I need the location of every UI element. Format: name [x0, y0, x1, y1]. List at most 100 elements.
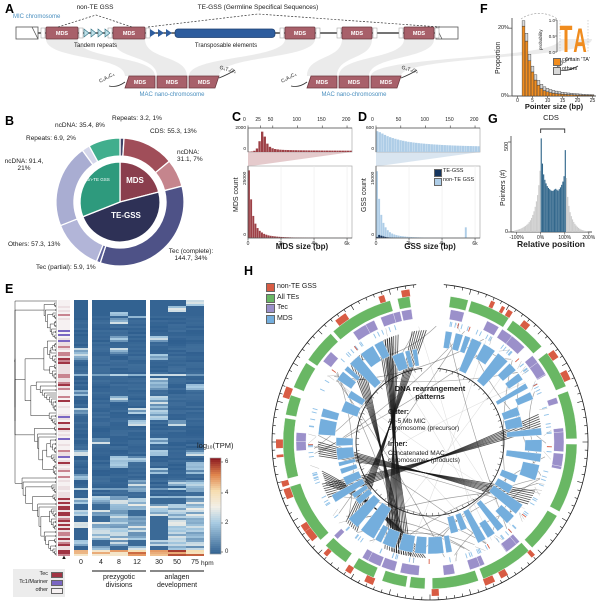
heatmap-cell	[128, 504, 146, 506]
heatmap-cell	[168, 484, 186, 486]
heatmap-cell	[168, 480, 186, 482]
heatmap-cell	[92, 468, 110, 470]
heatmap-cell	[110, 362, 128, 364]
histogram-bar	[586, 231, 588, 232]
mds-block	[443, 534, 453, 554]
f-x-axis-label: Pointer size (bp)	[524, 102, 584, 111]
heatmap-cell	[168, 388, 186, 390]
heatmap-cell	[110, 514, 128, 516]
panel-d-histograms-top-tick: 100	[420, 117, 429, 123]
heatmap-cell	[74, 438, 88, 440]
stacked-bar-orange	[560, 93, 565, 97]
heatmap-cell	[128, 418, 146, 420]
heatmap-col-label: 75	[191, 559, 199, 566]
heatmap-cell	[128, 364, 146, 366]
heatmap-cell	[128, 302, 146, 304]
histogram-bar	[563, 176, 565, 232]
heatmap-cell	[128, 460, 146, 462]
heatmap-cell	[110, 416, 128, 418]
histogram-bar	[561, 184, 563, 232]
histogram-bar	[574, 223, 576, 232]
histogram-bar	[459, 145, 462, 152]
all-tes-segment	[332, 300, 394, 340]
heatmap-cell	[186, 362, 204, 364]
heatmap-cell	[92, 430, 110, 432]
annotation-cell	[58, 548, 70, 550]
stacked-bar-gray	[551, 90, 556, 94]
heatmap-cell	[92, 404, 110, 406]
histogram-bar	[341, 150, 344, 152]
heatmap-cell	[150, 322, 168, 324]
panel-d-histograms-top-tick: 200	[470, 117, 479, 123]
non-te-gss-segment	[324, 549, 332, 556]
heatmap-cell	[92, 320, 110, 322]
heatmap-cell	[150, 336, 168, 338]
annotation-cell	[58, 348, 70, 350]
heatmap-cell	[92, 376, 110, 378]
heatmap-cell	[74, 410, 88, 412]
heatmap-cell	[92, 500, 110, 502]
annotation-cell	[58, 514, 70, 516]
heatmap-cell	[150, 382, 168, 384]
heatmap-cell	[128, 316, 146, 318]
histogram-bar	[384, 227, 387, 238]
histogram-bar	[582, 230, 584, 232]
annotation-cell	[58, 510, 70, 512]
heatmap-cell	[92, 524, 110, 526]
heatmap-cell	[168, 344, 186, 346]
heatmap-cell	[150, 508, 168, 510]
f-xtick: 15	[559, 98, 566, 104]
tandem-repeat-icon	[83, 28, 90, 38]
heatmap-cell	[74, 490, 88, 492]
heatmap-cell	[92, 354, 110, 356]
heatmap-cell	[74, 520, 88, 522]
all-tes-segment	[352, 557, 379, 579]
annotation-cell	[58, 404, 70, 406]
panel-d-histograms-bottom-tick: 4k	[439, 240, 445, 247]
histogram-bar	[294, 150, 298, 152]
heatmap-cell	[128, 402, 146, 404]
mds-block	[337, 458, 356, 467]
panel-c-histograms-ytick: 25000	[243, 171, 248, 185]
panel-d-histograms-bottom-tick: 2k	[406, 240, 412, 247]
donut-label: CDS: 55.3, 13%	[150, 128, 197, 135]
heatmap-cell	[128, 500, 146, 502]
heatmap-cell	[168, 386, 186, 388]
annotation-cell	[58, 530, 70, 532]
mds-block-label: MDS	[166, 80, 179, 86]
heatmap-cell	[128, 506, 146, 508]
heatmap-cell	[150, 448, 168, 450]
heatmap-cell	[92, 460, 110, 462]
heatmap-cell	[74, 524, 88, 526]
mds-block	[373, 340, 391, 360]
annotation-cell	[58, 412, 70, 414]
histogram-bar	[533, 211, 535, 232]
heatmap-cell	[92, 436, 110, 438]
heatmap-cell	[168, 536, 186, 538]
heatmap-cell	[92, 548, 110, 550]
heatmap-cell	[150, 486, 168, 488]
heatmap-cell	[186, 478, 204, 480]
heatmap-cell	[168, 350, 186, 352]
colorbar-tick: 0	[225, 548, 229, 555]
annotation-cell	[58, 320, 70, 322]
mds-block	[331, 478, 366, 503]
c-x-axis-label: MDS size (bp)	[275, 242, 329, 251]
heatmap-cell	[110, 410, 128, 412]
heatmap-cell	[150, 302, 168, 304]
heatmap-cell	[150, 402, 168, 404]
heatmap-cell	[168, 462, 186, 464]
histogram-bar	[547, 187, 550, 232]
heatmap-cell	[74, 356, 88, 358]
heatmap-cell	[168, 406, 186, 408]
heatmap-cell	[92, 362, 110, 364]
stacked-bar-orange	[554, 93, 559, 97]
f-xtick: 25	[589, 98, 596, 104]
heatmap-cell	[150, 346, 168, 348]
annotation-cell	[58, 454, 70, 456]
heatmap-cell	[168, 464, 186, 466]
mds-block	[494, 504, 515, 524]
donut-label: Repeats: 3.2, 1%	[112, 115, 162, 122]
heatmap-cell	[92, 400, 110, 402]
